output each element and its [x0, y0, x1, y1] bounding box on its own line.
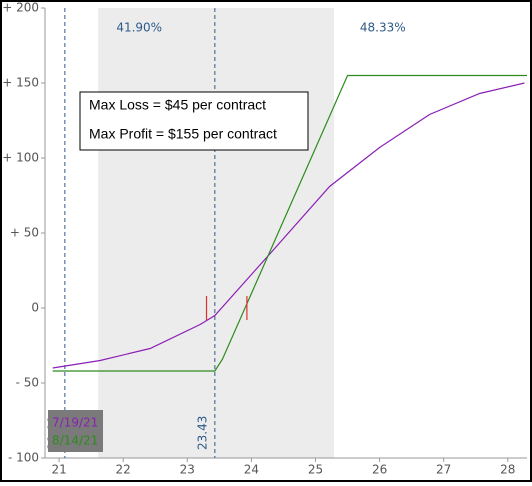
- y-tick-label: + 150: [2, 76, 39, 90]
- x-tick-label: 27: [436, 463, 451, 477]
- annotation-box: [79, 91, 309, 151]
- x-tick-label: 25: [308, 463, 323, 477]
- y-tick-label: - 100: [8, 451, 39, 465]
- y-tick-label: + 200: [2, 1, 39, 15]
- y-tick-label: + 100: [2, 151, 39, 165]
- annotation: Max Profit = $155 per contract: [89, 126, 277, 142]
- region-label: 48.33%: [360, 21, 406, 35]
- y-tick-label: + 50: [10, 226, 39, 240]
- x-tick-label: 23: [180, 463, 195, 477]
- y-tick-label: 0: [31, 301, 39, 315]
- x-tick-label: 26: [372, 463, 387, 477]
- vline-label: 23.43: [195, 416, 209, 450]
- legend-box: [48, 410, 103, 452]
- legend-entry: 7/19/21: [52, 416, 98, 430]
- x-tick-label: 21: [51, 463, 66, 477]
- region-label: 41.90%: [116, 21, 162, 35]
- x-tick-label: 22: [116, 463, 131, 477]
- series-line: [52, 82, 525, 369]
- x-tick-label: 28: [500, 463, 515, 477]
- legend-entry: 8/14/21: [52, 434, 98, 448]
- annotation: Max Loss = $45 per contract: [89, 97, 266, 113]
- series-line: [52, 74, 527, 372]
- shaded-region: [98, 8, 335, 458]
- y-tick-label: - 50: [16, 376, 39, 390]
- x-tick-label: 24: [244, 463, 259, 477]
